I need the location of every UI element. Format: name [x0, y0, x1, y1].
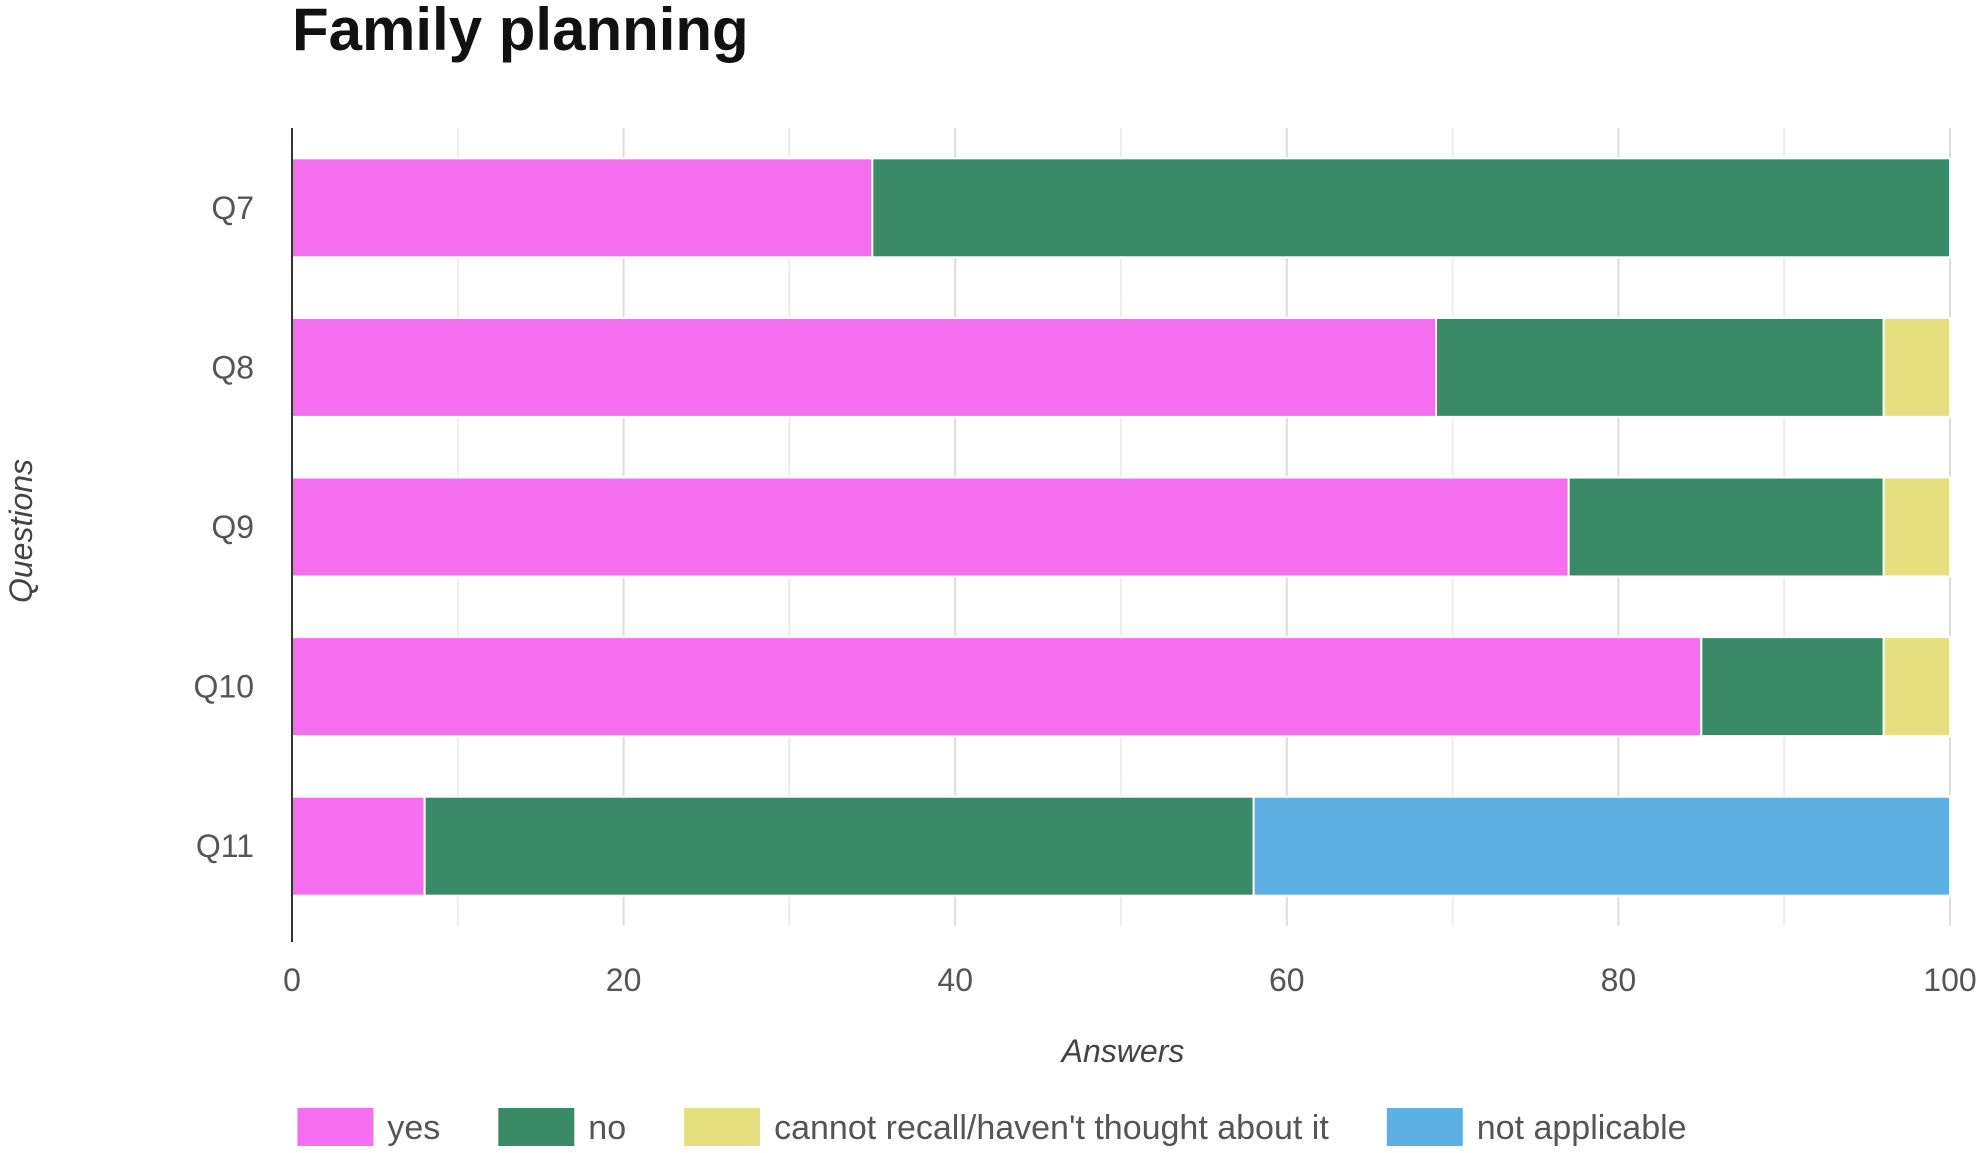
- legend-label: no: [588, 1109, 626, 1147]
- y-tick-label: Q10: [194, 669, 254, 705]
- bar-segment-q9-yes: [291, 476, 1570, 578]
- legend-item-no: no: [498, 1108, 626, 1147]
- x-tick-label: 80: [1601, 962, 1637, 998]
- bar-segment-q11-no: [423, 795, 1255, 897]
- bar-segment-q11-not-applicable: [1252, 795, 1951, 897]
- legend: yes no cannot recall/haven't thought about…: [297, 1108, 1687, 1147]
- axes: Q7 Q8 Q9 Q10 Q11 0 20 40 60 80 100: [194, 128, 1977, 998]
- chart-title: Family planning: [292, 0, 749, 63]
- x-axis-title: Answers: [1060, 1033, 1185, 1069]
- bar-segment-q7-no: [871, 157, 1951, 259]
- y-tick-label: Q8: [211, 349, 254, 385]
- legend-swatch: [297, 1108, 374, 1146]
- legend-swatch: [1386, 1108, 1463, 1146]
- bar-segment-q10-cannot-recall-haven-t-thought-about-it: [1882, 636, 1952, 738]
- bar-segment-q10-yes: [291, 636, 1703, 738]
- legend-item-cannot-recall-haven-t-thought-about-it: cannot recall/haven't thought about it: [684, 1108, 1329, 1147]
- bar-segment-q8-no: [1435, 316, 1885, 418]
- legend-item-yes: yes: [297, 1108, 440, 1147]
- legend-label: not applicable: [1477, 1109, 1687, 1147]
- x-tick-label: 100: [1923, 962, 1976, 998]
- y-tick-label: Q11: [196, 828, 254, 864]
- bar-segment-q10-no: [1700, 636, 1885, 738]
- x-tick-label: 60: [1269, 962, 1305, 998]
- legend-swatch: [684, 1108, 761, 1146]
- bar-segment-q11-yes: [291, 795, 426, 897]
- bar-segment-q8-cannot-recall-haven-t-thought-about-it: [1882, 316, 1952, 418]
- bar-segment-q8-yes: [291, 316, 1438, 418]
- y-tick-label: Q7: [211, 190, 254, 226]
- legend-item-not-applicable: not applicable: [1386, 1108, 1687, 1147]
- bar-segment-q7-yes: [291, 157, 874, 259]
- x-tick-label: 20: [606, 962, 642, 998]
- bars: [291, 157, 1952, 897]
- legend-swatch: [498, 1108, 575, 1146]
- bar-segment-q9-cannot-recall-haven-t-thought-about-it: [1882, 476, 1952, 578]
- x-tick-label: 40: [937, 962, 973, 998]
- y-tick-label: Q9: [211, 509, 254, 545]
- legend-label: cannot recall/haven't thought about it: [774, 1109, 1329, 1147]
- bar-segment-q9-no: [1567, 476, 1885, 578]
- y-axis-title: Questions: [3, 459, 39, 603]
- x-tick-label: 0: [283, 962, 301, 998]
- legend-label: yes: [387, 1109, 440, 1147]
